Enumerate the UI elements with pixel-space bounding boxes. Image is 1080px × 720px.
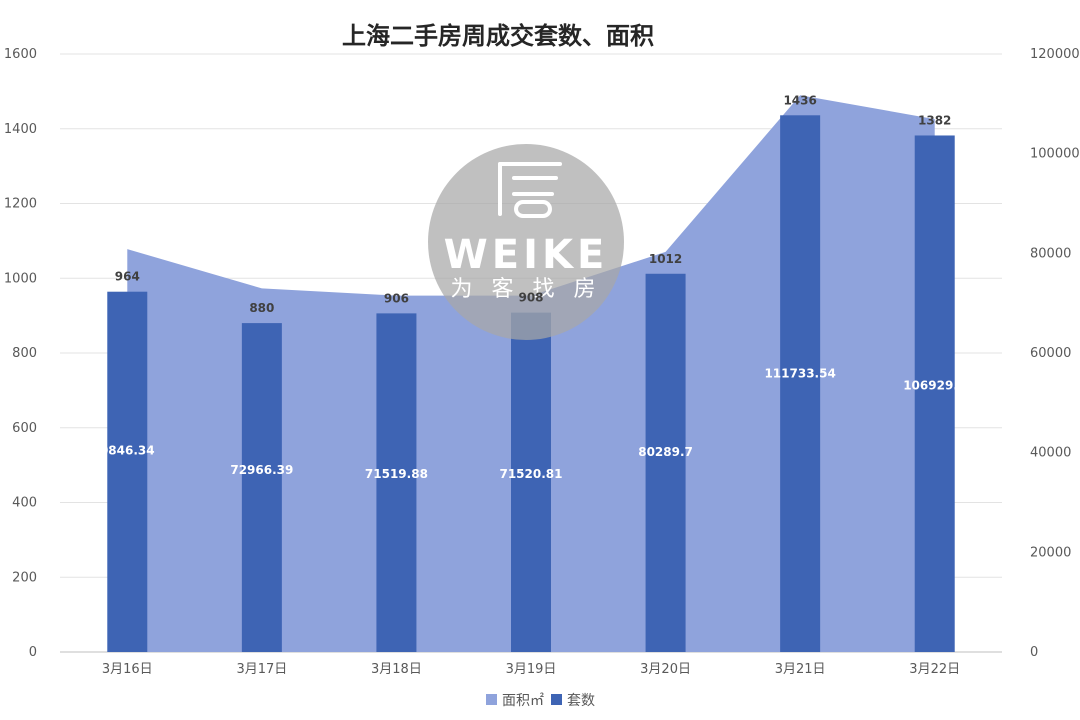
category-tick-label: 3月16日 — [102, 662, 153, 677]
right-axis-tick-label: 80000 — [1030, 246, 1071, 261]
category-tick-label: 3月17日 — [236, 662, 287, 677]
left-axis-tick-label: 400 — [12, 496, 37, 511]
category-axis: 3月16日 3月17日 3月18日 3月19日 3月20日 3月21日 3月22日 — [102, 662, 960, 677]
legend-label-bar: 套数 — [567, 693, 595, 709]
bar-data-labels: 964 880 906 908 1012 1436 1382 — [115, 93, 952, 315]
left-axis-tick-label: 0 — [29, 645, 37, 660]
left-axis-tick-label: 1000 — [4, 271, 37, 286]
bar-data-label: 964 — [115, 270, 140, 284]
left-axis-tick-label: 1600 — [4, 47, 37, 62]
bar — [511, 312, 551, 652]
bar — [780, 115, 821, 653]
category-tick-label: 3月20日 — [640, 662, 691, 677]
right-axis: 0 20000 40000 60000 80000 100000 120000 — [1030, 47, 1080, 660]
bar — [914, 135, 955, 653]
bar — [241, 323, 282, 652]
bar-data-label: 1436 — [783, 93, 816, 107]
bar-series-套数 — [107, 115, 955, 653]
bar — [107, 291, 148, 652]
bar-data-label: 906 — [384, 291, 409, 305]
left-axis-tick-label: 200 — [12, 570, 37, 585]
right-axis-tick-label: 60000 — [1030, 346, 1071, 361]
legend-swatch-bar — [551, 694, 562, 705]
bar-data-label: 880 — [249, 301, 274, 315]
left-axis-tick-label: 600 — [12, 421, 37, 436]
legend: 面积㎡ 套数 — [486, 693, 595, 709]
area-data-label: 71520.81 — [499, 467, 562, 481]
area-data-label: 111733.54 — [764, 367, 835, 381]
area-data-label: 80289.7 — [638, 445, 693, 459]
bar-data-label: 908 — [518, 291, 543, 305]
weike-watermark-logo: WEIKE 为 客 找 房 — [428, 144, 624, 340]
category-tick-label: 3月18日 — [371, 662, 422, 677]
bar — [645, 273, 686, 652]
right-axis-tick-label: 20000 — [1030, 545, 1071, 560]
right-axis-tick-label: 0 — [1030, 645, 1038, 660]
area-data-label: 72966.39 — [230, 463, 293, 477]
category-tick-label: 3月22日 — [909, 662, 960, 677]
right-axis-tick-label: 40000 — [1030, 446, 1071, 461]
category-tick-label: 3月19日 — [506, 662, 557, 677]
left-axis: 0 200 400 600 800 1000 1200 1400 1600 — [4, 47, 37, 660]
legend-label-area: 面积㎡ — [502, 693, 544, 709]
chart-title: 上海二手房周成交套数、面积 — [342, 21, 654, 50]
right-axis-tick-label: 100000 — [1030, 147, 1080, 162]
area-data-label: 106929.0 — [903, 379, 966, 393]
area-data-label: 0846.34 — [100, 444, 155, 458]
bar-data-label: 1012 — [649, 252, 682, 266]
left-axis-tick-label: 1400 — [4, 122, 37, 137]
legend-swatch-area — [486, 694, 497, 705]
area-data-labels: 0846.34 72966.39 71519.88 71520.81 80289.7 11… — [100, 367, 966, 481]
bar — [376, 313, 417, 652]
watermark-sub-text: 为 客 找 房 — [451, 277, 602, 302]
bar-data-label: 1382 — [918, 113, 951, 127]
watermark-logo-text: WEIKE — [444, 232, 609, 278]
area-data-label: 71519.88 — [365, 467, 428, 481]
category-tick-label: 3月21日 — [775, 662, 826, 677]
left-axis-tick-label: 1200 — [4, 197, 37, 212]
right-axis-tick-label: 120000 — [1030, 47, 1080, 62]
left-axis-tick-label: 800 — [12, 346, 37, 361]
